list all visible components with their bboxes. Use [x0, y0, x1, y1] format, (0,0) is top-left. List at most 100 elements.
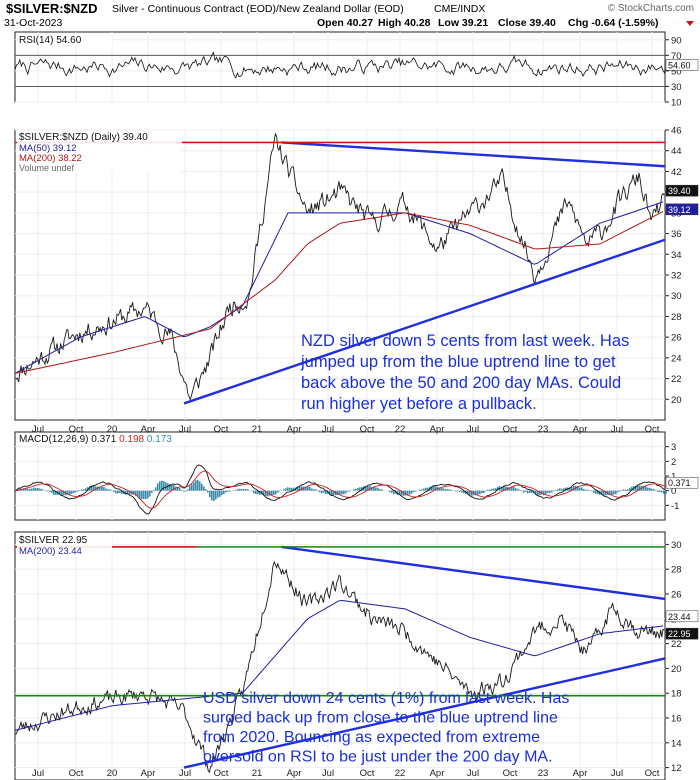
macd-histogram-bar — [401, 490, 403, 496]
macd-histogram-bar — [463, 490, 465, 494]
macd-histogram-bar — [629, 488, 631, 491]
y-tick-label-macd: 3 — [671, 442, 676, 453]
macd-histogram-bar — [59, 490, 61, 495]
macd-histogram-bar — [557, 489, 559, 491]
macd-histogram-bar — [411, 490, 413, 494]
macd-histogram-bar — [547, 490, 549, 493]
macd-histogram-bar — [223, 490, 225, 495]
macd-histogram-bar — [143, 490, 145, 499]
macd-histogram-bar — [643, 485, 645, 491]
ma50-last-value: 39.12 — [668, 205, 691, 215]
silver-legend-title: $SILVER 22.95 — [19, 535, 88, 546]
y-tick-label-silv: 28 — [671, 565, 682, 576]
macd-histogram-bar — [169, 483, 171, 491]
macd-histogram-bar — [447, 489, 449, 491]
x-tick-label-bottom: Jul — [32, 768, 44, 779]
silver-legend-ma200: MA(200) 23.44 — [19, 546, 82, 557]
macd-histogram-bar — [609, 490, 611, 495]
macd-histogram-bar — [253, 490, 255, 494]
macd-histogram-bar — [381, 489, 383, 491]
macd-histogram-bar — [305, 486, 307, 491]
x-tick-label-bottom: Apr — [141, 768, 156, 779]
macd-histogram-bar — [51, 490, 53, 493]
price-legend-title: $SILVER:$NZD (Daily) 39.40 — [19, 132, 148, 143]
macd-histogram-bar — [73, 490, 75, 494]
x-tick-label-top: Oct — [69, 424, 84, 435]
macd-histogram-bar — [515, 488, 517, 491]
silv-price-line — [15, 560, 665, 774]
macd-histogram-bar — [527, 490, 529, 494]
macd-histogram-bar — [455, 490, 457, 492]
x-tick-label-top: 23 — [538, 424, 549, 435]
y-tick-label-price: 44 — [671, 146, 682, 157]
macd-histogram-bar — [563, 488, 565, 491]
macd-histogram-bar — [469, 490, 471, 496]
macd-histogram-bar — [655, 490, 657, 491]
macd-histogram-bar — [509, 487, 511, 491]
macd-histogram-bar — [635, 485, 637, 491]
macd-histogram-bar — [483, 490, 485, 493]
y-tick-label-silv: 22 — [671, 639, 682, 650]
macd-histogram-bar — [289, 487, 291, 491]
macd-histogram-bar — [617, 490, 619, 493]
macd-histogram-bar — [251, 490, 253, 492]
x-tick-label-top: Oct — [645, 424, 660, 435]
price-legend-bg — [17, 131, 182, 173]
macd-histogram-bar — [493, 488, 495, 491]
macd-histogram-bar — [549, 490, 551, 494]
macd-histogram-bar — [55, 490, 57, 495]
macd-histogram-bar — [317, 490, 319, 492]
macd-histogram-bar — [433, 485, 435, 491]
silver-annotation-line: USD silver down 24 cents (1%) from last … — [203, 690, 569, 707]
silv-trendline-0 — [281, 545, 666, 601]
macd-histogram-bar — [651, 488, 653, 491]
macd-histogram-bar — [115, 490, 117, 494]
macd-histogram-bar — [105, 488, 107, 491]
macd-histogram-bar — [161, 480, 163, 491]
macd-histogram-bar — [207, 490, 209, 493]
macd-legend-part: 0.198 — [119, 434, 147, 445]
macd-histogram-bar — [173, 484, 175, 491]
macd-histogram-bar — [523, 490, 525, 493]
macd-histogram-bar — [579, 487, 581, 491]
macd-histogram-bar — [467, 490, 469, 495]
macd-histogram-bar — [615, 490, 617, 495]
macd-histogram-bar — [197, 479, 199, 491]
macd-histogram-bar — [573, 485, 575, 491]
macd-histogram-bar — [129, 490, 131, 495]
macd-histogram-bar — [477, 490, 479, 495]
macd-histogram-bar — [21, 489, 23, 491]
macd-histogram-bar — [103, 486, 105, 491]
macd-histogram-bar — [135, 490, 137, 496]
macd-histogram-bar — [637, 485, 639, 491]
macd-histogram-bar — [191, 484, 193, 491]
brand-label: © StockCharts.com — [608, 3, 694, 14]
macd-histogram-bar — [41, 488, 43, 491]
macd-histogram-bar — [53, 490, 55, 495]
macd-signal-line — [14, 470, 666, 509]
macd-histogram-bar — [665, 490, 667, 494]
macd-histogram-bar — [299, 486, 301, 491]
x-tick-label-top: Jul — [467, 424, 479, 435]
macd-histogram-bar — [33, 487, 35, 491]
macd-histogram-bar — [399, 490, 401, 495]
rsi-legend: RSI(14) 54.60 — [19, 35, 82, 46]
macd-histogram-bar — [371, 487, 373, 491]
y-tick-label-price: 30 — [671, 291, 682, 302]
x-tick-label-bottom: 20 — [107, 768, 118, 779]
macd-line — [14, 464, 666, 515]
macd-histogram-bar — [91, 485, 93, 491]
macd-histogram-bar — [645, 486, 647, 491]
macd-histogram-bar — [471, 490, 473, 496]
macd-histogram-bar — [195, 480, 197, 491]
price-annotation-line: back above the 50 and 200 day MAs. Could — [301, 374, 621, 392]
rsi-legend-bg — [17, 34, 112, 45]
macd-legend-part: MACD(12,26,9) — [19, 434, 91, 445]
macd-histogram-bar — [29, 488, 31, 491]
macd-histogram-bar — [151, 490, 153, 493]
macd-histogram-bar — [489, 489, 491, 491]
macd-histogram-bar — [587, 489, 589, 491]
x-tick-label-bottom: Apr — [430, 768, 445, 779]
exchange-label: CME/INDX — [434, 3, 485, 15]
y-tick-label-rsi: 90 — [671, 35, 682, 46]
